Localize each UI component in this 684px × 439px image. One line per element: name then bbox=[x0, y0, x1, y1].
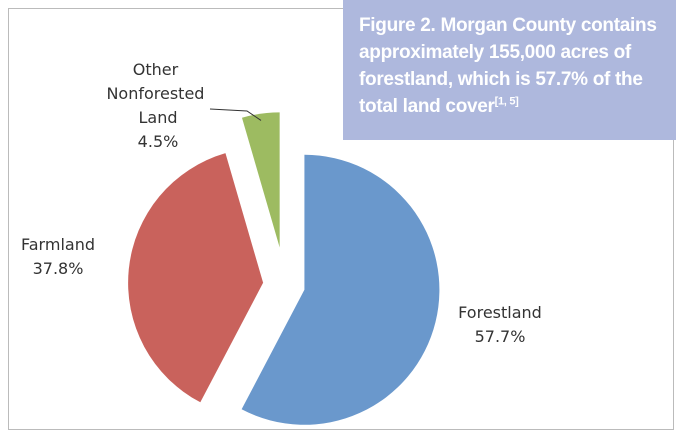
chart-title: Figure 2. Morgan County contains approxi… bbox=[359, 15, 657, 117]
category-label: Forestland bbox=[458, 303, 542, 322]
leader-line bbox=[209, 108, 262, 121]
label-line: Nonforested bbox=[106, 84, 209, 103]
label-line: Land bbox=[138, 108, 177, 127]
label-line: Other bbox=[133, 60, 184, 79]
category-label: Farmland bbox=[21, 235, 95, 254]
value-label: 57.7% bbox=[475, 327, 526, 346]
value-label: 37.8% bbox=[33, 259, 84, 278]
title-superscript: [1, 5] bbox=[494, 95, 519, 108]
pie-slice bbox=[241, 112, 280, 248]
value-label: 4.5% bbox=[138, 132, 179, 151]
chart-frame bbox=[8, 8, 674, 430]
pie-slice bbox=[128, 153, 264, 403]
category-label: Other Nonforested Land bbox=[106, 60, 209, 127]
title-box: Figure 2. Morgan County contains approxi… bbox=[343, 0, 676, 140]
pie-slice bbox=[241, 154, 440, 425]
